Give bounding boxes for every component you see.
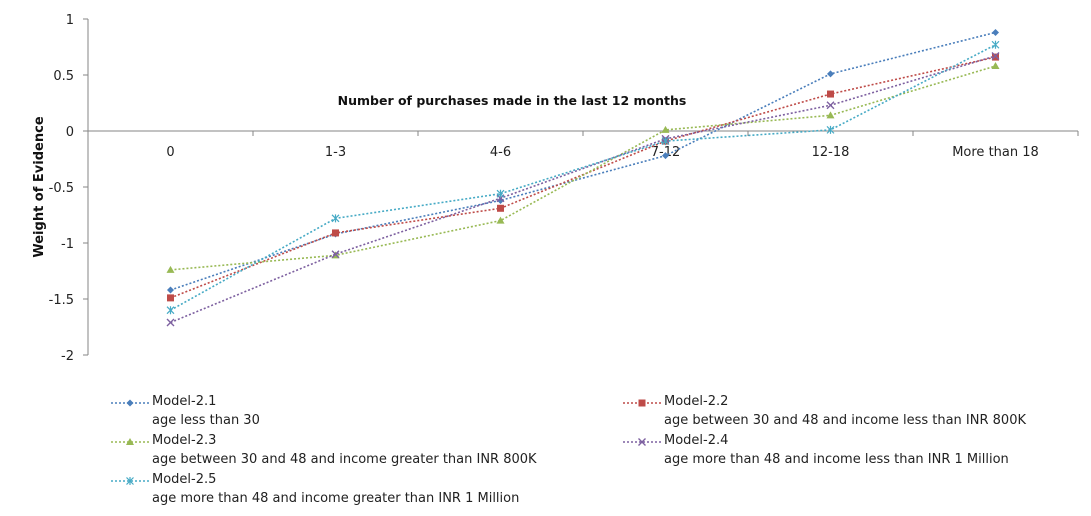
legend-marker <box>126 438 134 445</box>
legend-marker <box>126 399 134 407</box>
data-point <box>991 40 1000 49</box>
legend-series-description: age more than 48 and income less than IN… <box>664 452 1009 467</box>
legend-marker <box>638 438 646 446</box>
legend-series-name: Model-2.3 <box>152 433 217 448</box>
data-point <box>991 62 1000 70</box>
series-line <box>170 44 996 311</box>
legend-series-name: Model-2.1 <box>152 394 217 409</box>
x-tick-label: 0 <box>166 145 174 160</box>
x-tick-label: 4-6 <box>490 145 511 160</box>
series-5 <box>166 40 1000 315</box>
data-point <box>496 189 505 198</box>
legend-marker <box>126 477 134 485</box>
y-tick-labels: 1 0.5 0 -0.5 -1 -1.5 -2 <box>49 13 74 364</box>
legend-symbol <box>623 438 661 446</box>
x-tick-label: 1-3 <box>325 145 346 160</box>
data-point <box>166 318 175 327</box>
legend-symbol <box>111 399 149 407</box>
y-tick-label: -1 <box>61 237 74 252</box>
y-axis-label: Weight of Evidence <box>32 116 47 257</box>
data-point <box>332 229 339 237</box>
chart-title: Number of purchases made in the last 12 … <box>338 93 687 108</box>
data-point <box>827 90 834 98</box>
legend-series-name: Model-2.5 <box>152 472 217 487</box>
legend-symbol <box>111 438 149 445</box>
data-point <box>496 216 505 224</box>
legend-series-description: age between 30 and 48 and income greater… <box>152 452 537 467</box>
data-point <box>331 214 340 223</box>
y-tick-label: -0.5 <box>49 181 74 196</box>
data-point <box>166 265 175 273</box>
y-tick-label: -1.5 <box>49 293 74 308</box>
data-point <box>661 125 670 133</box>
data-point <box>167 294 174 302</box>
data-point <box>992 28 999 36</box>
legend-series-description: age less than 30 <box>152 413 260 428</box>
data-point <box>826 101 835 110</box>
data-point <box>497 204 504 212</box>
legend-symbol <box>623 399 661 407</box>
chart-axes <box>83 18 1079 356</box>
data-point <box>166 306 175 315</box>
data-point <box>661 137 670 146</box>
series-1 <box>167 28 999 294</box>
data-point <box>827 70 834 78</box>
legend-marker <box>638 399 646 407</box>
data-point <box>497 196 504 204</box>
data-point <box>662 152 669 160</box>
legend-symbol <box>111 477 149 485</box>
legend-series-description: age more than 48 and income greater than… <box>152 491 520 506</box>
series-line <box>170 31 996 291</box>
data-point <box>167 286 174 294</box>
legend-series-name: Model-2.2 <box>664 394 729 409</box>
series-layer <box>166 28 1000 327</box>
series-line <box>170 65 996 271</box>
data-point <box>826 125 835 134</box>
data-point <box>992 53 999 61</box>
y-tick-label: 0 <box>66 125 74 140</box>
legend-series-name: Model-2.4 <box>664 433 729 448</box>
series-line <box>170 55 996 324</box>
y-tick-label: 1 <box>66 13 74 28</box>
data-point <box>991 51 1000 60</box>
legend-series-description: age between 30 and 48 and income less th… <box>664 413 1026 428</box>
data-point <box>331 250 340 259</box>
y-tick-label: 0.5 <box>53 69 74 84</box>
data-point <box>826 111 835 119</box>
y-tick-label: -2 <box>61 349 74 364</box>
x-tick-label: More than 18 <box>952 145 1039 160</box>
x-tick-label: 12-18 <box>812 145 850 160</box>
